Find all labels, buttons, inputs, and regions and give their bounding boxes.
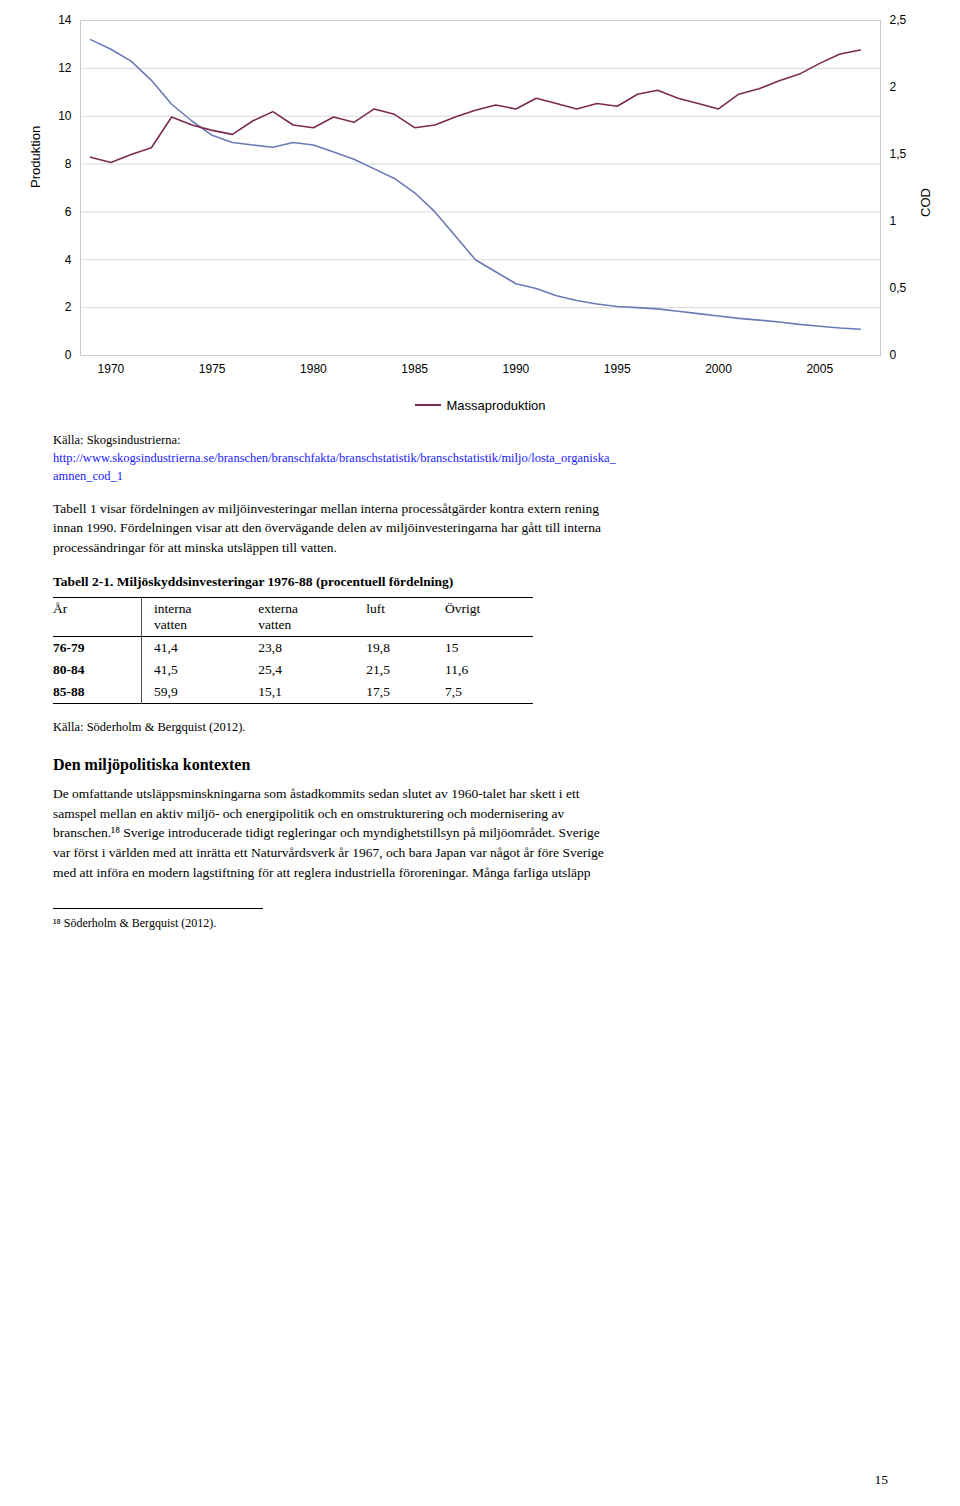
- html-text:Källa: Skogsindustrierna:: Källa: Skogsindustrierna:: [53, 432, 181, 447]
- svg-text:1,5: 1,5: [890, 147, 907, 161]
- svg-text:14: 14: [58, 13, 72, 27]
- svg-text:8: 8: [65, 157, 72, 171]
- svg-text:1990: 1990: [503, 362, 530, 376]
- html-text:15: 15: [445, 640, 459, 656]
- html-text:41,5: 41,5: [154, 662, 178, 678]
- svg-text:Produktion: Produktion: [28, 126, 43, 188]
- svg-text:COD: COD: [918, 188, 933, 217]
- html-text:Övrigt: Övrigt: [445, 601, 481, 617]
- svg-text:1970: 1970: [98, 362, 125, 376]
- html-text:med att införa en modern lagst: med att införa en modern lagstiftning fö…: [53, 864, 591, 880]
- html-text:Källa: Söderholm & Bergquist (: Källa: Söderholm & Bergquist (2012).: [53, 720, 246, 735]
- svg-text:4: 4: [65, 253, 72, 267]
- svg-text:1: 1: [890, 214, 897, 228]
- svg-text:2005: 2005: [806, 362, 833, 376]
- html-text:externa: externa: [258, 601, 298, 617]
- html-text:11,6: 11,6: [445, 662, 469, 678]
- svg-text:1980: 1980: [300, 362, 327, 376]
- html-text:17,5: 17,5: [366, 684, 390, 700]
- html-text:76-79: 76-79: [53, 640, 85, 656]
- html-text:19,8: 19,8: [366, 640, 390, 656]
- html-text:85-88: 85-88: [53, 684, 85, 700]
- html-text:vatten: vatten: [154, 617, 187, 633]
- html-text:http://www.skogsindustrierna.s: http://www.skogsindustrierna.se/bransche…: [53, 450, 616, 465]
- svg-text:1975: 1975: [199, 362, 226, 376]
- svg-text:1995: 1995: [604, 362, 631, 376]
- svg-text:2,5: 2,5: [890, 13, 907, 27]
- html-text:vatten: vatten: [258, 617, 292, 633]
- html-text:¹⁸ Söderholm & Bergquist (2012: ¹⁸ Söderholm & Bergquist (2012).: [53, 916, 217, 931]
- html-text:Massaproduktion: Massaproduktion: [446, 397, 546, 413]
- svg-text:12: 12: [58, 61, 72, 75]
- html-text:59,9: 59,9: [154, 684, 178, 700]
- html-text:21,5: 21,5: [366, 662, 390, 678]
- html-text:År: År: [53, 601, 68, 617]
- html-text:23,8: 23,8: [258, 640, 282, 656]
- html-text:De omfattande utsläppsminsknin: De omfattande utsläppsminskningarna som …: [53, 786, 580, 802]
- html-text:interna: interna: [154, 601, 192, 617]
- html-text:80-84: 80-84: [53, 662, 85, 678]
- html-text:Tabell 1 visar fördelningen av: Tabell 1 visar fördelningen av miljöinve…: [53, 500, 599, 516]
- html-text:innan 1990. Fördelningen visar: innan 1990. Fördelningen visar att den ö…: [53, 520, 602, 536]
- html-text:15,1: 15,1: [258, 684, 282, 700]
- svg-text:2: 2: [890, 80, 897, 94]
- html-text:41,4: 41,4: [154, 640, 178, 656]
- html-text:15: 15: [874, 1472, 888, 1487]
- html-text:25,4: 25,4: [258, 662, 282, 678]
- html-text:luft: luft: [366, 601, 385, 617]
- svg-text:2000: 2000: [705, 362, 732, 376]
- html-text:Den miljöpolitiska kontexten: Den miljöpolitiska kontexten: [53, 756, 251, 774]
- svg-text:0: 0: [890, 348, 897, 362]
- svg-text:2: 2: [65, 300, 72, 314]
- html-text:amnen_cod_1: amnen_cod_1: [53, 468, 124, 483]
- svg-text:10: 10: [58, 109, 72, 123]
- html-text:branschen.¹⁸ Sverige introduce: branschen.¹⁸ Sverige introducerade tidig…: [53, 825, 600, 841]
- html-text:processändringar för att minsk: processändringar för att minska utsläppe…: [53, 540, 337, 555]
- svg-text:1985: 1985: [401, 362, 428, 376]
- html-text:Tabell 2-1. Miljöskyddsinveste: Tabell 2-1. Miljöskyddsinvesteringar 197…: [53, 573, 454, 589]
- html-text:var först i världen med att in: var först i världen med att inrätta ett …: [53, 844, 604, 860]
- svg-text:6: 6: [65, 205, 72, 219]
- html-text:7,5: 7,5: [445, 684, 462, 700]
- html-text:samspel mellan en aktiv miljö-: samspel mellan en aktiv miljö- och energ…: [53, 805, 565, 821]
- svg-text:0: 0: [65, 348, 72, 362]
- svg-text:0,5: 0,5: [890, 281, 907, 295]
